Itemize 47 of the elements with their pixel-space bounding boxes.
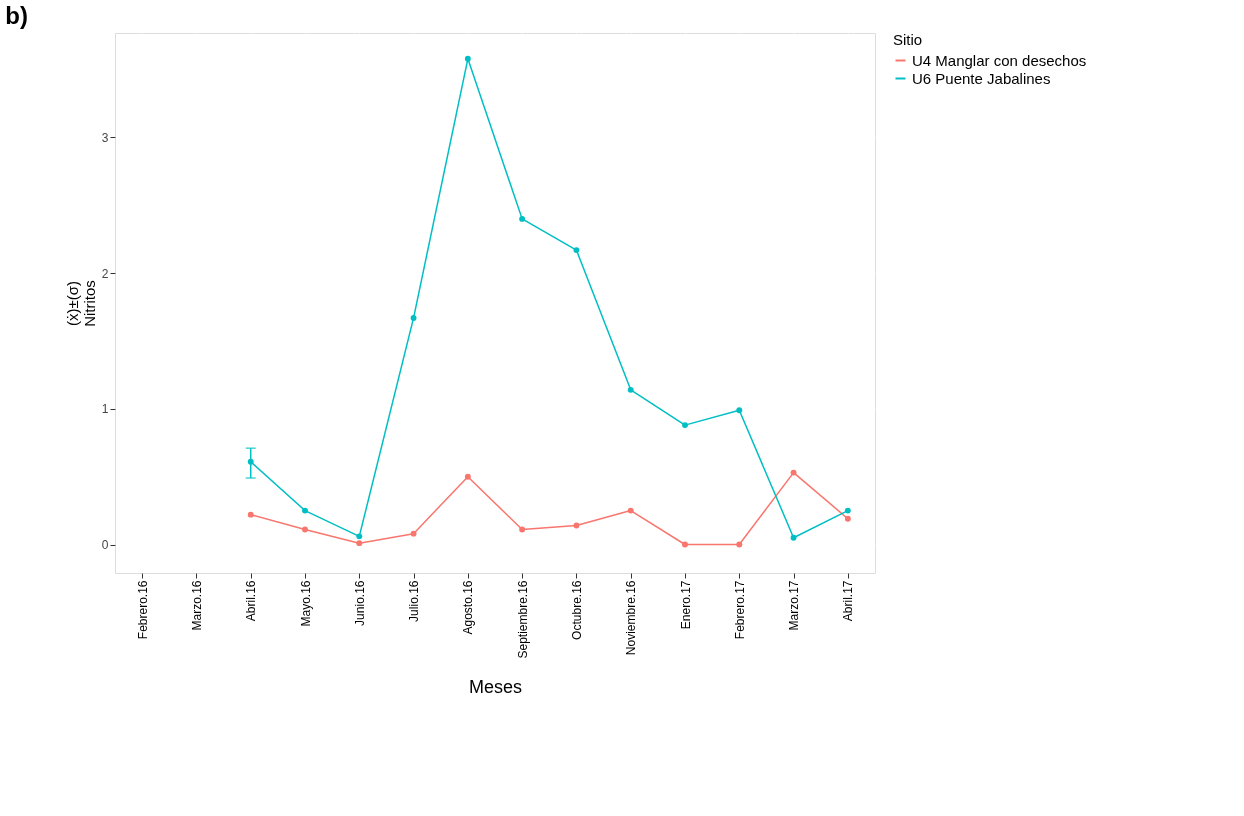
point (464, 473, 471, 480)
x-tick-label: Agosto.16 (461, 580, 476, 635)
y-axis-title: (ẋ)±(σ) Nitritos (63, 280, 98, 327)
point (519, 215, 526, 222)
x-tick-label: Abril.16 (244, 580, 259, 622)
y-tick-label: 0 (101, 538, 109, 553)
y-tick-label: 2 (101, 266, 109, 281)
x-tick-label: Febrero.17 (732, 580, 747, 640)
x-tick-label: Mayo.16 (298, 580, 313, 627)
point (790, 534, 797, 541)
point (627, 507, 634, 514)
x-tick-label: Marzo.16 (189, 580, 204, 631)
point (247, 511, 254, 518)
chart-title: b) (5, 2, 28, 29)
x-tick-label: Enero.17 (678, 580, 693, 630)
point (682, 541, 688, 548)
x-tick-label: Abril.17 (841, 580, 856, 622)
point (410, 314, 417, 321)
legend-title: Sitio (893, 31, 923, 48)
point (736, 541, 743, 548)
x-axis-title: Meses (468, 676, 523, 697)
x-tick-label: Septiembre.16 (515, 580, 530, 659)
legend-label: U6 Puente Jabalines (912, 69, 1051, 87)
x-tick-label: Julio.16 (407, 580, 422, 622)
point (573, 247, 580, 254)
y-tick-label: 3 (101, 130, 109, 145)
x-tick-label: Marzo.17 (787, 580, 802, 631)
point (464, 55, 471, 62)
point (682, 422, 688, 429)
legend-label: U4 Manglar con desechos (912, 51, 1087, 69)
point (410, 530, 417, 537)
x-tick-label: Junio.16 (352, 580, 367, 626)
point (356, 540, 363, 547)
point (844, 507, 851, 514)
y-tick-label: 1 (101, 402, 109, 417)
x-tick-label: Noviembre.16 (624, 580, 639, 656)
point (844, 515, 851, 522)
point (302, 507, 308, 514)
point (356, 533, 363, 540)
point (519, 526, 526, 533)
point (790, 469, 797, 476)
point (736, 407, 743, 414)
point (302, 526, 308, 533)
point (573, 522, 580, 529)
x-tick-label: Febrero.16 (135, 580, 150, 640)
point (627, 386, 634, 393)
x-tick-label: Octubre.16 (569, 580, 584, 640)
